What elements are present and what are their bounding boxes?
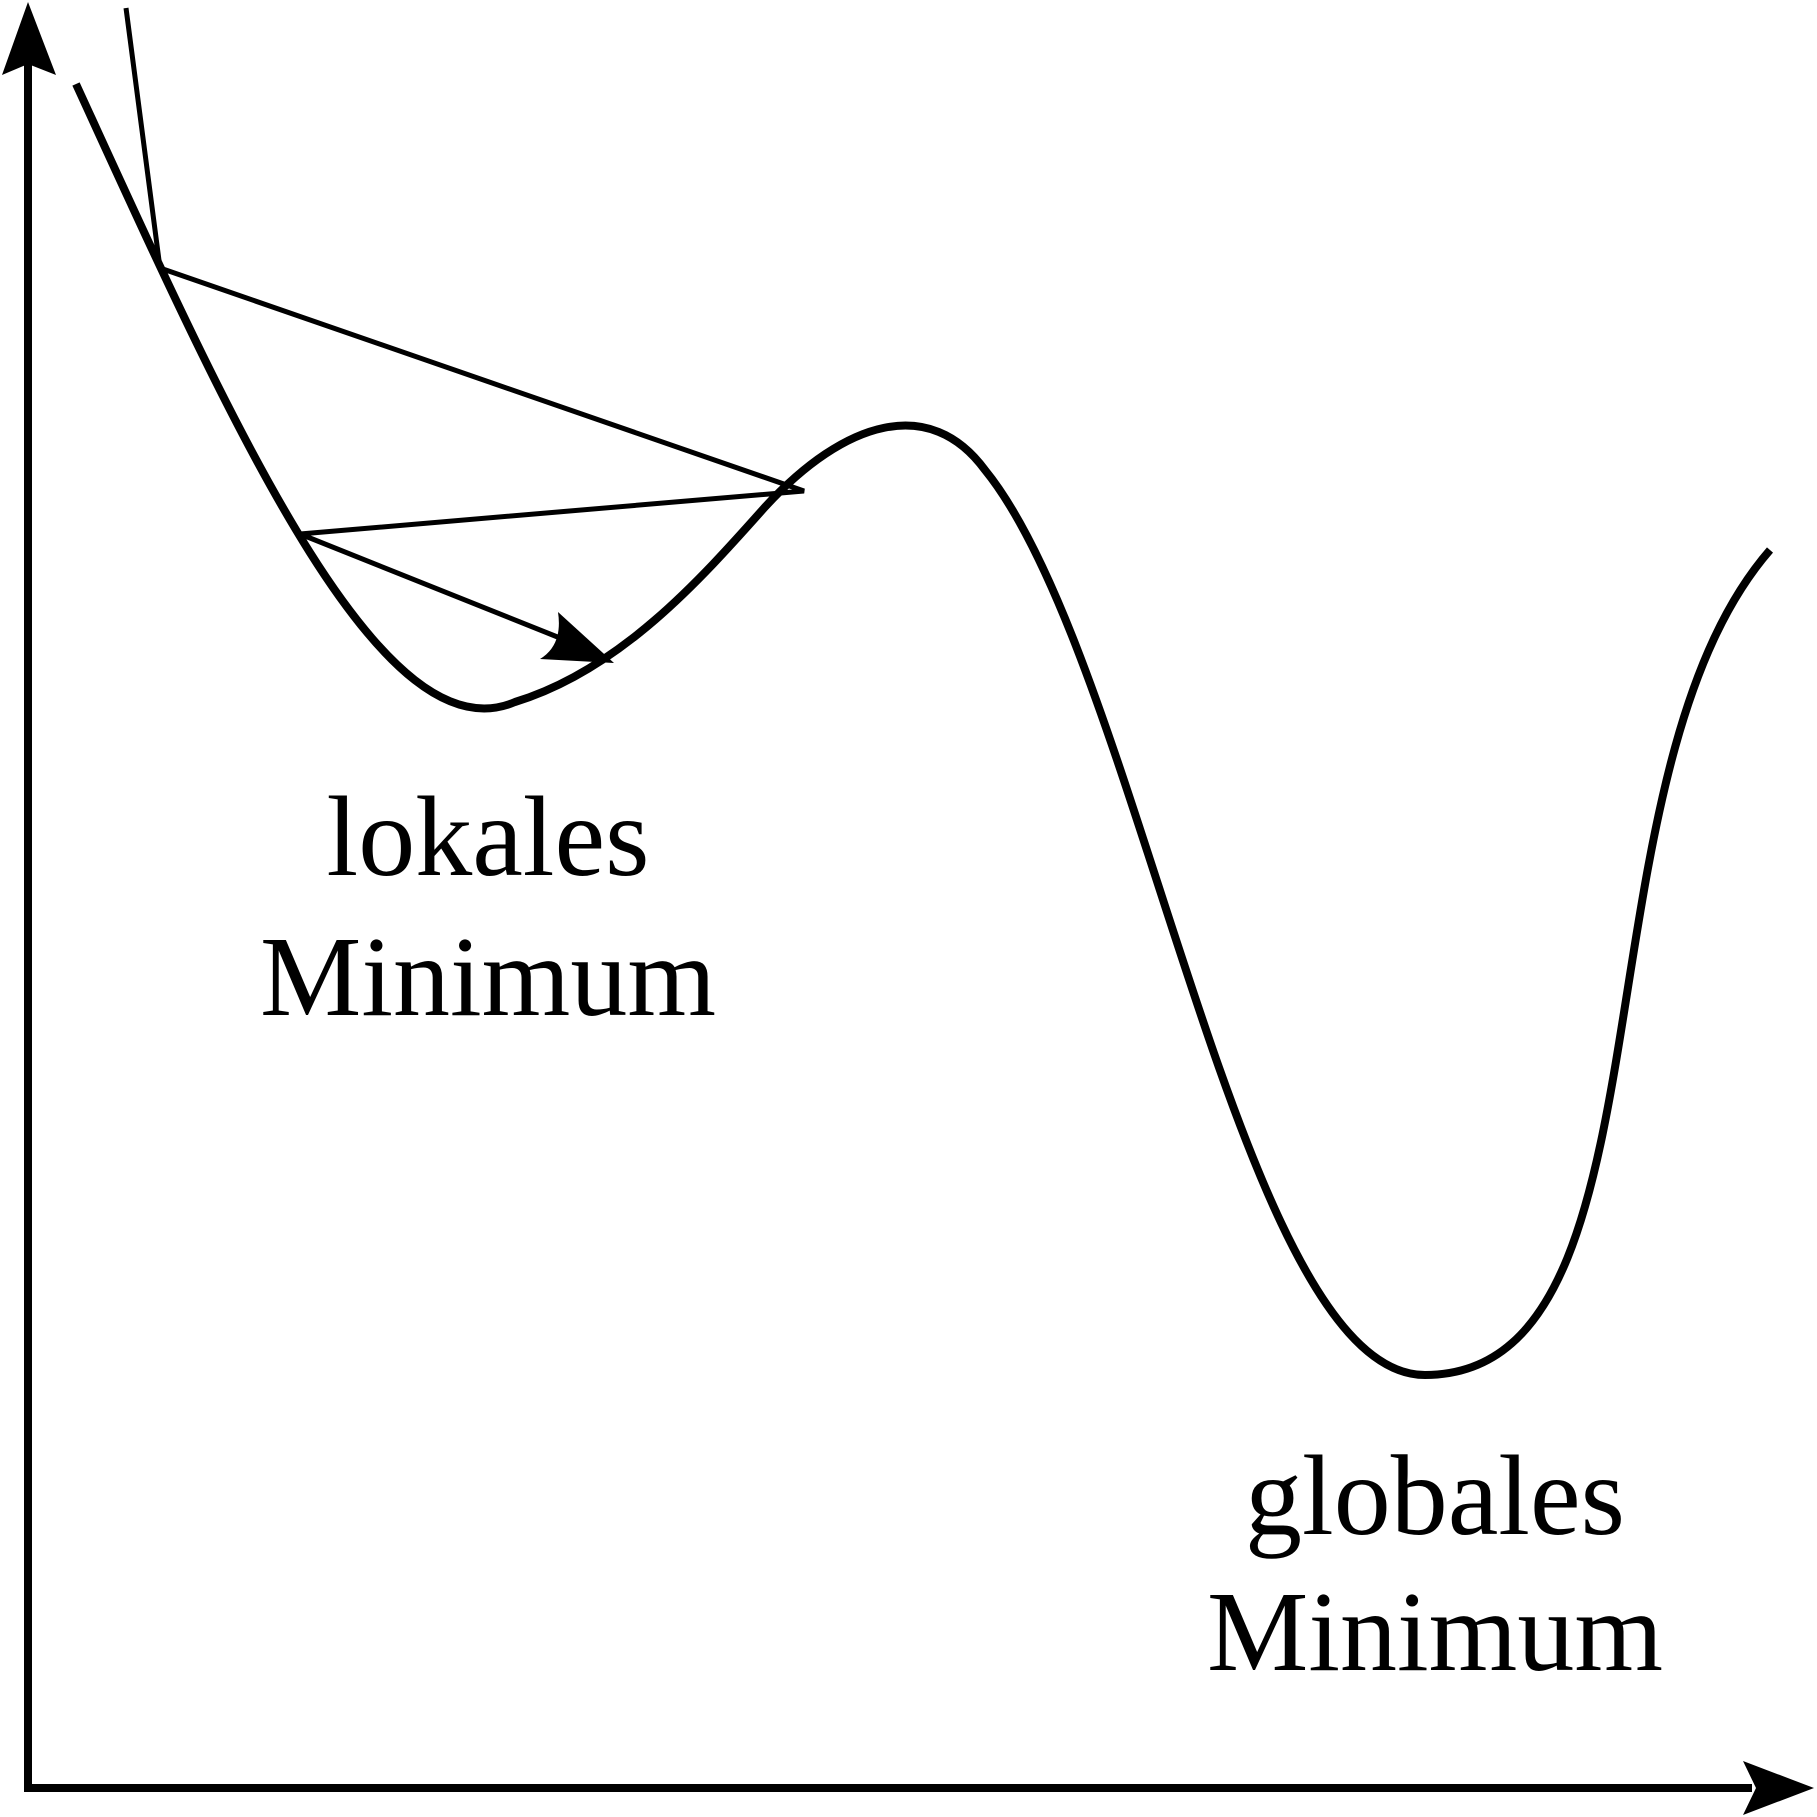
- local-minimum-label: lokales Minimum: [260, 773, 716, 1040]
- descent-path: [123, 7, 805, 641]
- global-minimum-label: globales Minimum: [1207, 1432, 1663, 1695]
- y-axis-arrowhead: [2, 2, 56, 75]
- global-minimum-label-line1: globales: [1245, 1432, 1625, 1559]
- x-axis-arrowhead: [1743, 1761, 1814, 1815]
- descent-arrowhead: [540, 612, 614, 663]
- global-minimum-label-line2: Minimum: [1207, 1568, 1663, 1695]
- descent-steps: [123, 7, 805, 663]
- cost-function-curve: [72, 82, 1774, 1380]
- local-minimum-label-line2: Minimum: [260, 913, 716, 1040]
- local-minimum-label-line1: lokales: [327, 773, 650, 900]
